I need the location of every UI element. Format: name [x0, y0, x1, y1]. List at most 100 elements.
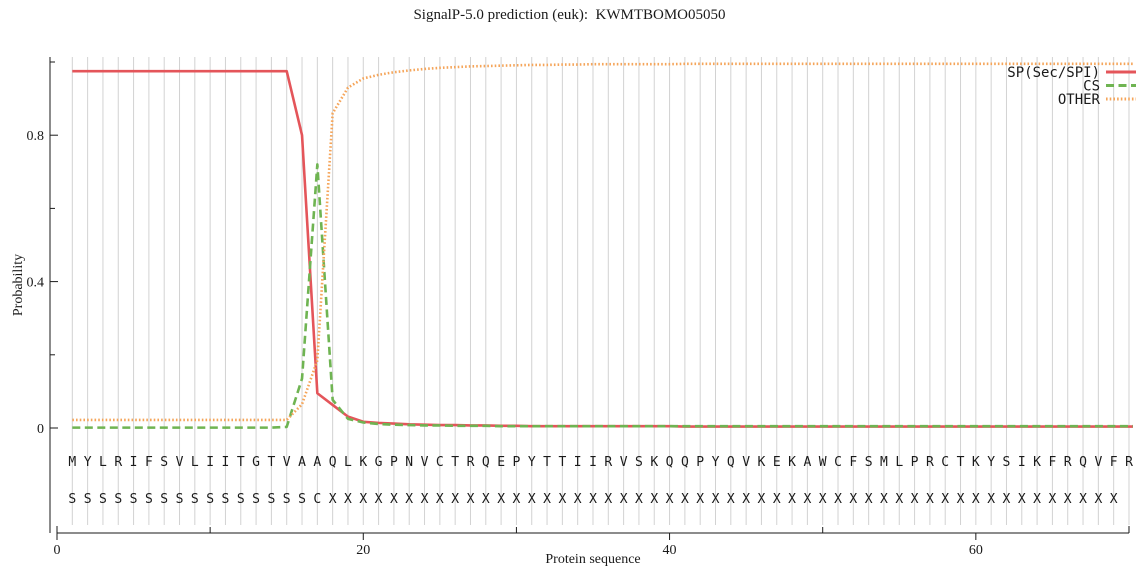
sequence-letter: T	[957, 455, 965, 470]
sequence-letter: R	[467, 455, 475, 470]
sequence-letter: L	[895, 455, 903, 470]
annotation-letter: S	[99, 492, 107, 507]
annotation-letter: X	[880, 492, 888, 507]
annotation-letter: X	[773, 492, 781, 507]
sequence-letter: R	[1064, 455, 1072, 470]
legend-label: CS	[1083, 79, 1100, 95]
annotation-letter: X	[803, 492, 811, 507]
annotation-letter: X	[957, 492, 965, 507]
series-line-other	[72, 62, 1133, 422]
sequence-letter: E	[497, 455, 505, 470]
annotation-letter: X	[941, 492, 949, 507]
sequence-letter: L	[99, 455, 107, 470]
annotation-letter: X	[819, 492, 827, 507]
sequence-letter: C	[834, 455, 842, 470]
sequence-letter: N	[405, 455, 413, 470]
sequence-letter: R	[114, 455, 122, 470]
annotation-letter: S	[114, 492, 122, 507]
annotation-letter: X	[451, 492, 459, 507]
annotation-letter: X	[329, 492, 337, 507]
sequence-letter: W	[819, 455, 827, 470]
annotation-letter: X	[758, 492, 766, 507]
annotation-letter: S	[145, 492, 153, 507]
annotation-letter: X	[604, 492, 612, 507]
annotation-letter: X	[742, 492, 750, 507]
annotation-letter: X	[696, 492, 704, 507]
sequence-letter: F	[849, 455, 857, 470]
x-tick-label: 0	[54, 543, 61, 558]
sequence-letter: L	[344, 455, 352, 470]
legend-label: OTHER	[1058, 92, 1101, 108]
annotation-letter: X	[1003, 492, 1011, 507]
annotation-letter: X	[895, 492, 903, 507]
sequence-letter: I	[1018, 455, 1026, 470]
annotation-letter: S	[283, 492, 291, 507]
annotation-letter: S	[176, 492, 184, 507]
sequence-letter: T	[267, 455, 275, 470]
y-tick-label: 0.8	[27, 129, 45, 144]
x-tick-label: 20	[356, 543, 370, 558]
sequence-letter: M	[68, 455, 76, 470]
annotation-letter: X	[436, 492, 444, 507]
sequence-letter: C	[941, 455, 949, 470]
sequence-letter: M	[880, 455, 888, 470]
annotation-letter: X	[666, 492, 674, 507]
sequence-letter: I	[589, 455, 597, 470]
annotation-letter: S	[191, 492, 199, 507]
sequence-letter: P	[911, 455, 919, 470]
sequence-letter: A	[298, 455, 306, 470]
legend-label: SP(Sec/SPI)	[1007, 65, 1100, 81]
annotation-letter: X	[513, 492, 521, 507]
annotation-letter: X	[834, 492, 842, 507]
annotation-letter: C	[313, 492, 321, 507]
annotation-letter: X	[344, 492, 352, 507]
sequence-letter: R	[1125, 455, 1133, 470]
annotation-letter: X	[620, 492, 628, 507]
sequence-letter: Q	[329, 455, 337, 470]
x-axis-label: Protein sequence	[545, 552, 641, 567]
sequence-letter: Q	[1079, 455, 1087, 470]
sequence-letter: F	[1048, 455, 1056, 470]
sequence-letter: I	[206, 455, 214, 470]
annotation-letter: X	[865, 492, 873, 507]
sequence-letter: T	[237, 455, 245, 470]
annotation-letter: S	[252, 492, 260, 507]
sequence-letter: G	[252, 455, 260, 470]
sequence-letter: K	[650, 455, 658, 470]
annotation-letter: S	[222, 492, 230, 507]
sequence-letter: Q	[727, 455, 735, 470]
sequence-letter: Q	[681, 455, 689, 470]
annotation-letter: X	[497, 492, 505, 507]
annotation-letter: X	[1094, 492, 1102, 507]
sequence-letter: R	[926, 455, 934, 470]
annotation-letter: X	[650, 492, 658, 507]
annotation-letter: X	[849, 492, 857, 507]
sequence-letter: R	[604, 455, 612, 470]
sequence-letter: T	[543, 455, 551, 470]
annotation-letter: S	[84, 492, 92, 507]
sequence-letter: P	[513, 455, 521, 470]
annotation-letter: X	[375, 492, 383, 507]
annotation-letter: X	[359, 492, 367, 507]
x-tick-label: 40	[663, 543, 677, 558]
annotation-letter: X	[635, 492, 643, 507]
sequence-letter: V	[176, 455, 184, 470]
sequence-letter: T	[558, 455, 566, 470]
sequence-letter: A	[803, 455, 811, 470]
annotation-letter: X	[1079, 492, 1087, 507]
annotation-letter: X	[589, 492, 597, 507]
sequence-letter: S	[635, 455, 643, 470]
chart-title: SignalP-5.0 prediction (euk): KWMTBOMO05…	[413, 7, 726, 23]
annotation-letter: X	[681, 492, 689, 507]
series-line-sp-sec-spi-	[72, 69, 1133, 428]
annotation-letter: S	[68, 492, 76, 507]
sequence-letter: V	[742, 455, 750, 470]
sequence-letter: P	[390, 455, 398, 470]
annotation-letter: X	[972, 492, 980, 507]
sequence-letter: K	[758, 455, 766, 470]
annotation-letter: S	[267, 492, 275, 507]
sequence-letter: V	[620, 455, 628, 470]
sequence-letter: K	[972, 455, 980, 470]
sequence-letter: I	[222, 455, 230, 470]
